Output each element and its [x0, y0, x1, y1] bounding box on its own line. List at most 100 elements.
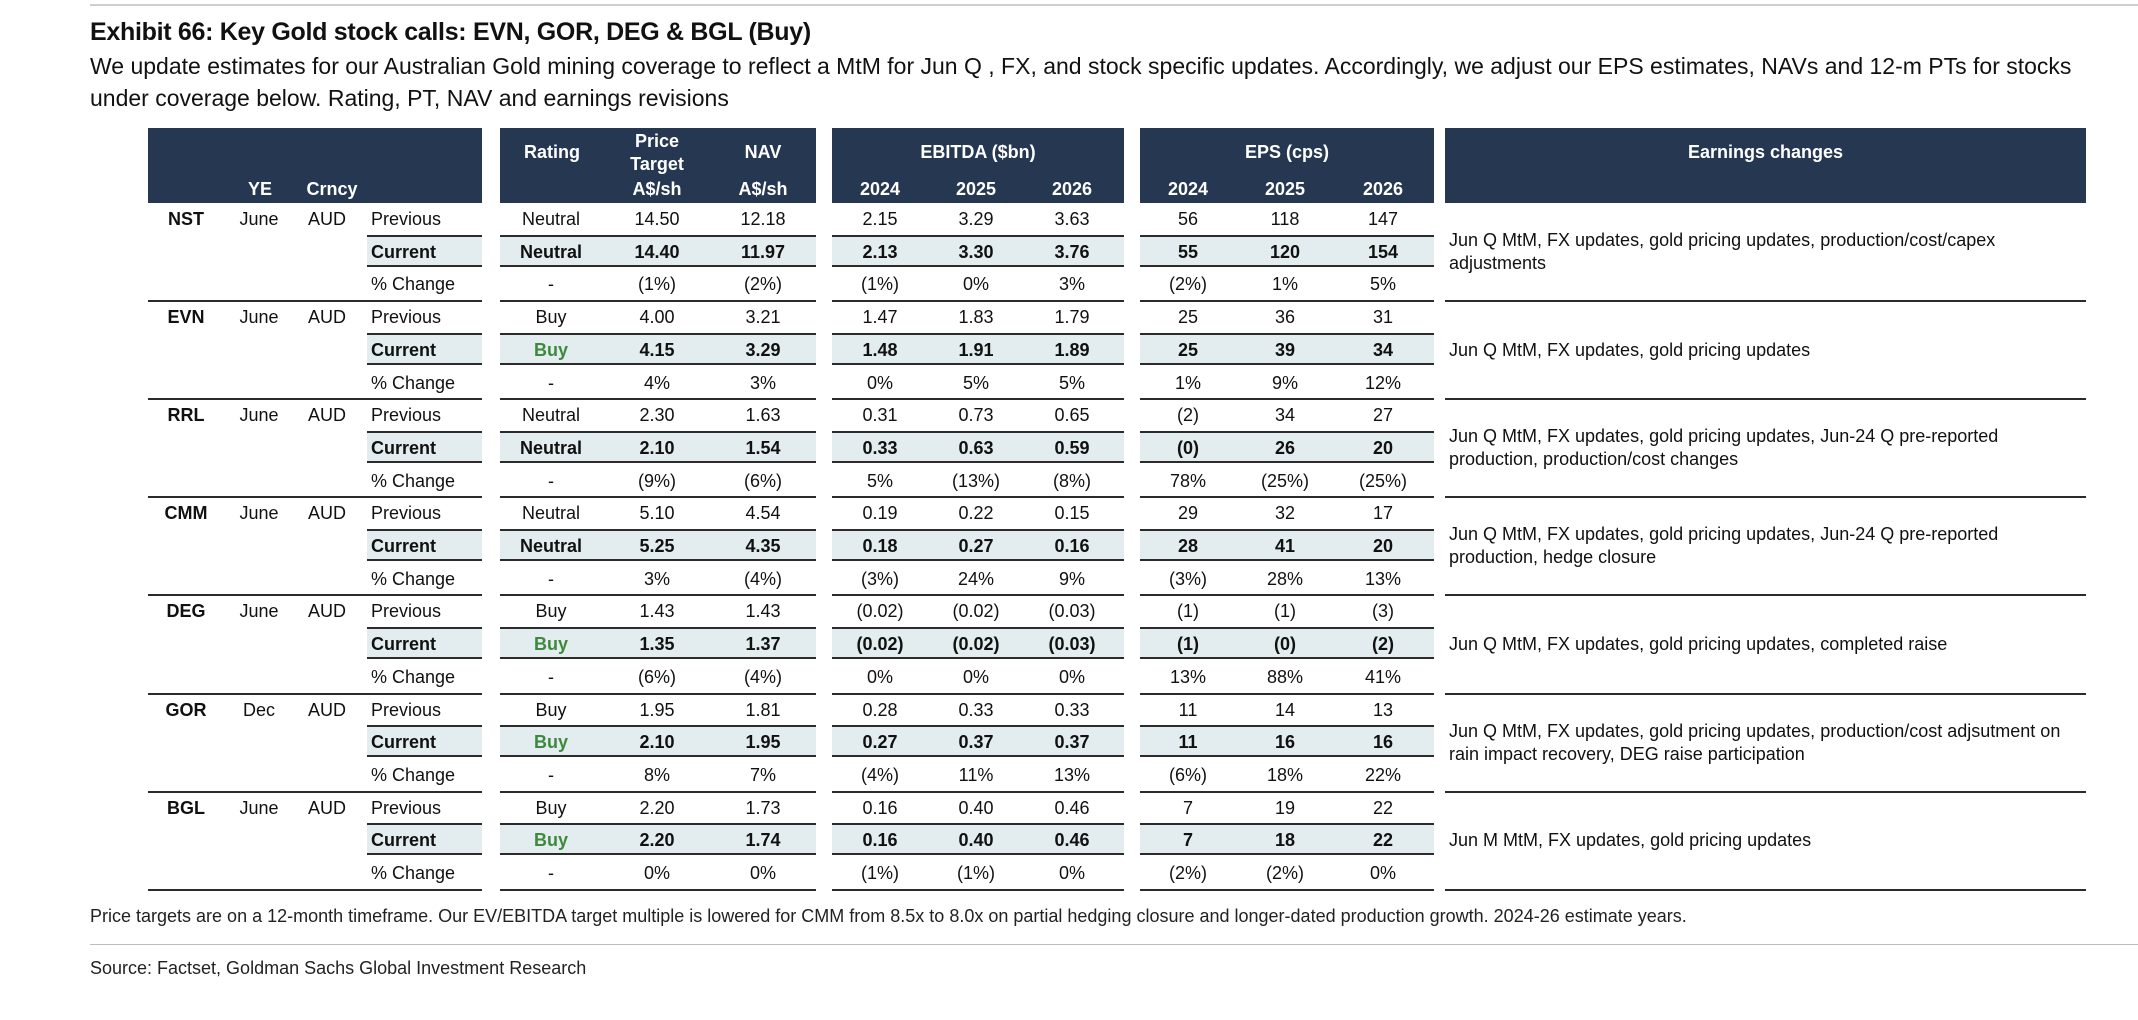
- header-earnings-changes: Earnings changes: [1687, 142, 1844, 162]
- value-cell: 34: [1274, 405, 1296, 426]
- row-label: % Change: [371, 274, 456, 295]
- header-eps-year: 2025: [1264, 179, 1306, 199]
- value-cell: (25%): [1358, 470, 1407, 491]
- value-cell: 154: [1367, 241, 1399, 262]
- rating-value: -: [548, 666, 554, 687]
- header-block-valuation: Rating Price Target A$/sh NAV A$/sh: [500, 128, 816, 203]
- current-row-band: [367, 529, 482, 561]
- value-cell: 13%: [1169, 666, 1207, 687]
- current-row-band: [1140, 430, 1434, 463]
- group-divider: [500, 496, 816, 499]
- value-cell: 1.89: [1054, 339, 1090, 360]
- value-cell: (2): [1372, 634, 1394, 655]
- value-cell: 32: [1274, 503, 1296, 524]
- value-cell: 3.29: [745, 339, 781, 360]
- current-row-band: [832, 430, 1124, 463]
- row-label: Previous: [371, 209, 442, 229]
- ticker: GOR: [165, 699, 207, 720]
- group-divider: [148, 398, 482, 401]
- value-cell: 1.43: [639, 601, 675, 622]
- rating-value: Neutral: [519, 536, 582, 556]
- value-cell: 1.35: [639, 634, 675, 655]
- value-cell: 41%: [1364, 666, 1402, 687]
- row-label: % Change: [371, 568, 456, 589]
- rating-value: -: [548, 372, 554, 393]
- rating-value: Buy: [533, 339, 568, 360]
- value-cell: (25%): [1260, 470, 1309, 491]
- value-cell: (1): [1274, 601, 1296, 622]
- value-cell: 16: [1372, 732, 1394, 753]
- value-cell: (1): [1177, 634, 1199, 655]
- group-divider: [832, 398, 1124, 401]
- group-divider: [500, 692, 816, 695]
- value-cell: 88%: [1266, 666, 1304, 687]
- rating-value: -: [548, 863, 554, 883]
- currency: AUD: [307, 209, 346, 229]
- value-cell: 1.95: [745, 732, 781, 753]
- row-label: % Change: [371, 470, 456, 491]
- value-cell: 14.50: [634, 209, 680, 229]
- current-row-band: [832, 332, 1124, 365]
- value-cell: 13%: [1053, 764, 1091, 785]
- value-cell: 5%: [866, 470, 893, 491]
- value-cell: 0.27: [958, 536, 994, 556]
- value-cell: 18: [1274, 830, 1296, 851]
- value-cell: 8%: [643, 764, 670, 785]
- earnings-change-note: Jun M MtM, FX updates, gold pricing upda…: [1449, 830, 1812, 851]
- value-cell: 0.16: [862, 830, 898, 851]
- value-cell: (2%): [1168, 863, 1207, 883]
- value-cell: 0.33: [862, 437, 898, 458]
- value-cell: 0.59: [1054, 437, 1090, 458]
- value-cell: (1%): [860, 863, 899, 883]
- group-divider: [832, 300, 1124, 303]
- value-cell: 0.31: [862, 405, 898, 426]
- current-row-band: [500, 332, 816, 365]
- value-cell: 1.37: [745, 634, 781, 655]
- value-cell: 0.37: [958, 732, 994, 753]
- value-cell: 1.48: [862, 339, 898, 360]
- value-cell: (0.02): [856, 634, 904, 655]
- value-cell: 0.40: [958, 797, 994, 818]
- value-cell: 0%: [1058, 863, 1085, 883]
- row-label: Current: [371, 241, 437, 262]
- earnings-change-note: Jun Q MtM, FX updates, gold pricing upda…: [1449, 633, 1948, 654]
- current-row-band: [500, 430, 816, 463]
- value-cell: 2.13: [862, 241, 898, 262]
- value-cell: 7: [1182, 797, 1193, 818]
- footnote: Price targets are on a 12-month timefram…: [90, 906, 1687, 926]
- rating-value: Neutral: [519, 241, 582, 262]
- value-cell: 5%: [962, 372, 989, 393]
- value-cell: 27: [1372, 405, 1394, 426]
- value-cell: 5%: [1369, 274, 1396, 295]
- row-label: % Change: [371, 666, 456, 687]
- value-cell: 7: [1182, 830, 1193, 851]
- row-label: Previous: [371, 405, 442, 426]
- rating-value: Buy: [535, 307, 567, 328]
- header-block-ebitda: EBITDA ($bn) 2024 2025 2026: [832, 128, 1124, 203]
- value-cell: 0.16: [1054, 536, 1090, 556]
- row-label: % Change: [371, 764, 456, 785]
- value-cell: (0.02): [952, 601, 1000, 622]
- current-row-band: [500, 234, 816, 267]
- group-divider: [832, 790, 1124, 793]
- value-cell: 0%: [962, 274, 989, 295]
- current-row-band: [1140, 529, 1434, 561]
- currency: AUD: [307, 699, 346, 720]
- ticker: EVN: [167, 307, 205, 328]
- current-row-band: [832, 627, 1124, 660]
- earnings-change-note: Jun Q MtM, FX updates, gold pricing upda…: [1449, 426, 1999, 470]
- value-cell: (6%): [743, 470, 782, 491]
- value-cell: (4%): [860, 764, 899, 785]
- currency: AUD: [307, 405, 346, 426]
- value-cell: 14: [1274, 699, 1296, 720]
- group-divider: [1140, 790, 1434, 793]
- value-cell: 28: [1177, 536, 1199, 556]
- header-price-target-line1: Price: [634, 131, 680, 151]
- value-cell: 0.46: [1054, 797, 1090, 818]
- value-cell: 2.10: [639, 732, 675, 753]
- value-cell: 41: [1274, 536, 1296, 556]
- group-divider: [500, 300, 816, 303]
- row-label: Current: [371, 634, 437, 655]
- value-cell: 13%: [1364, 568, 1402, 589]
- value-cell: 31: [1372, 307, 1394, 328]
